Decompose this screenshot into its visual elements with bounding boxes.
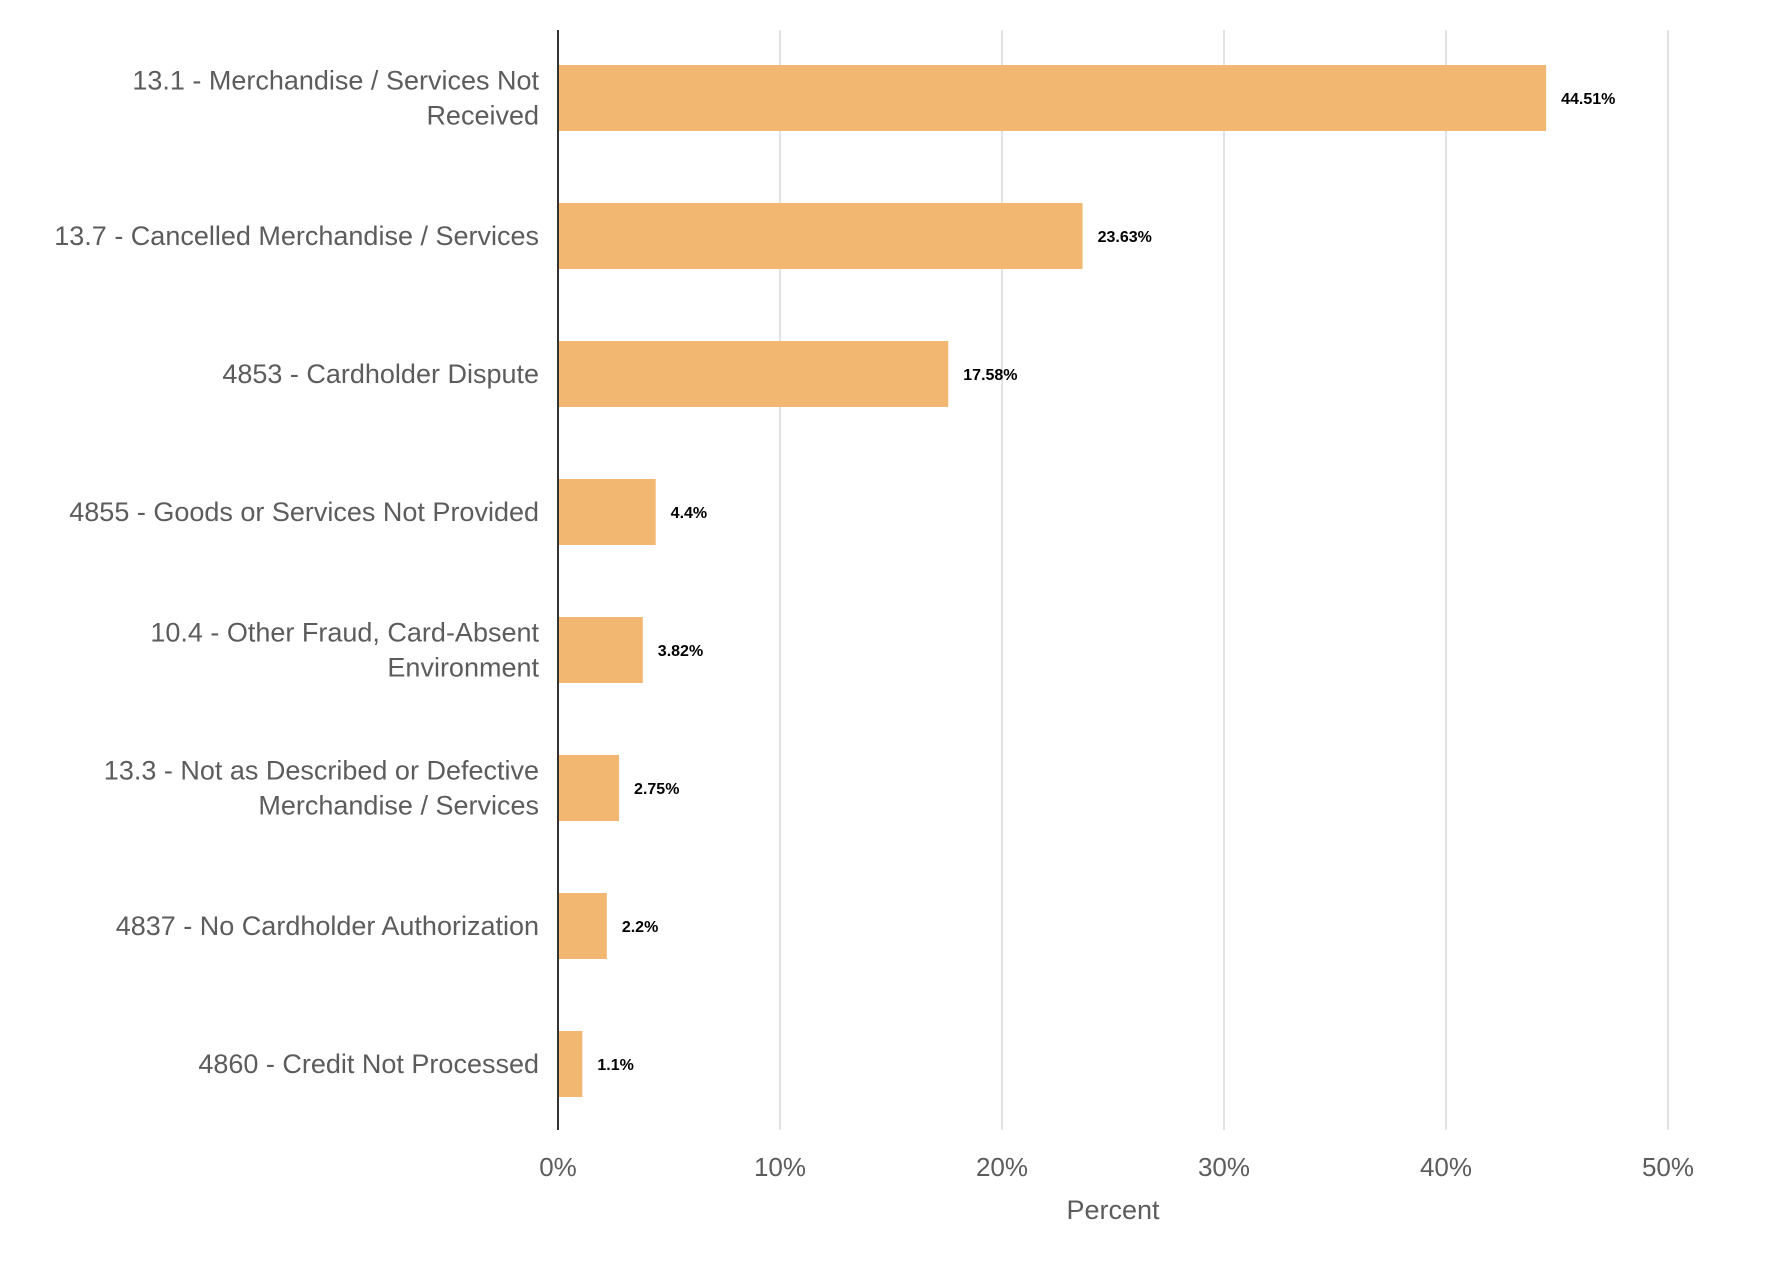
bar (558, 617, 643, 683)
bar (558, 203, 1083, 269)
labels: 0% 10% 20% 30% 40% 50% 44.51% 13.1 - Merchandis… (54, 66, 1694, 1183)
category-label: 13.3 - Not as Described or Defective Merc… (104, 756, 539, 821)
bar-value-label: 17.58% (963, 367, 1017, 384)
bar-value-label: 44.51% (1561, 91, 1615, 108)
bar (558, 1031, 583, 1097)
category-label: 4855 - Goods or Services Not Provided (69, 497, 539, 527)
x-tick-label: 30% (1198, 1152, 1250, 1182)
x-tick-label: 10% (754, 1152, 806, 1182)
bar-value-label: 2.75% (634, 781, 679, 798)
bar (558, 893, 607, 959)
category-label: 10.4 - Other Fraud, Card-Absent Environme… (150, 618, 539, 683)
bar (558, 755, 620, 821)
category-label: 4860 - Credit Not Processed (198, 1049, 539, 1079)
x-tick-label: 50% (1642, 1152, 1694, 1182)
bar (558, 65, 1547, 131)
bar-value-label: 23.63% (1098, 229, 1152, 246)
x-tick-label: 40% (1420, 1152, 1472, 1182)
bar-value-label: 3.82% (658, 643, 703, 660)
x-tick-label: 0% (539, 1152, 577, 1182)
bar (558, 341, 949, 407)
category-label: 4837 - No Cardholder Authorization (116, 911, 539, 941)
category-label: 13.7 - Cancelled Merchandise / Services (54, 221, 539, 251)
bars (558, 65, 1547, 1097)
category-label: 4853 - Cardholder Dispute (222, 359, 539, 389)
x-axis-title: Percent (1066, 1195, 1160, 1225)
bar-value-label: 2.2% (622, 919, 658, 936)
bar (558, 479, 656, 545)
bar-value-label: 1.1% (597, 1057, 633, 1074)
category-label: 13.1 - Merchandise / Services Not Receive… (132, 66, 539, 131)
x-tick-label: 20% (976, 1152, 1028, 1182)
bar-value-label: 4.4% (671, 505, 707, 522)
gridlines (779, 30, 1669, 1130)
